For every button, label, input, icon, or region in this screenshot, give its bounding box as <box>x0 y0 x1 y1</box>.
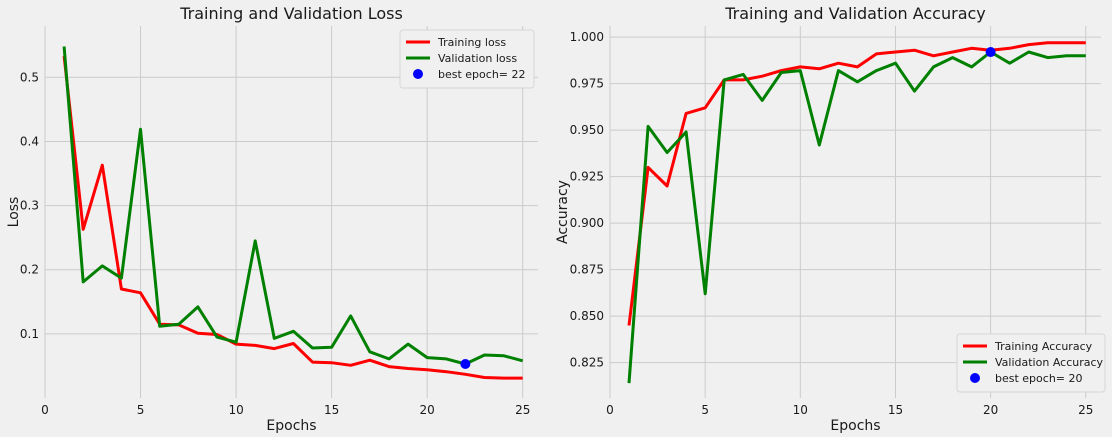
legend: Training loss Validation loss best epoch= … <box>399 29 535 89</box>
legend-label: best epoch= 22 <box>438 68 526 81</box>
y-tick-label: 0.825 <box>570 356 604 370</box>
chart-title: Training and Validation Accuracy <box>724 4 986 23</box>
x-tick-label: 25 <box>1078 403 1093 417</box>
legend-label: Training Accuracy <box>994 340 1093 353</box>
x-tick-label: 0 <box>41 403 49 417</box>
x-tick-label: 15 <box>324 403 339 417</box>
y-axis-label: Accuracy <box>555 180 571 244</box>
x-tick-label: 15 <box>888 403 903 417</box>
y-tick-label: 0.5 <box>20 70 39 84</box>
y-axis-label: Loss <box>6 197 22 228</box>
x-tick-label: 10 <box>793 403 808 417</box>
x-axis-label: Epochs <box>266 418 316 434</box>
legend-marker-swatch <box>970 373 980 383</box>
y-tick-label: 0.1 <box>20 327 39 341</box>
chart-title: Training and Validation Loss <box>179 4 403 23</box>
y-tick-label: 0.4 <box>20 134 39 148</box>
series-line-validation-loss <box>62 46 524 366</box>
legend-label: best epoch= 20 <box>995 372 1083 385</box>
x-tick-label: 20 <box>420 403 435 417</box>
legend-label: Training loss <box>437 36 506 49</box>
series-line-training-loss <box>62 55 523 380</box>
x-axis-label: Epochs <box>830 418 880 434</box>
x-tick-label: 20 <box>983 403 998 417</box>
chart-1: 0 5 10 15 20 25 0.825 0.850 0.875 0.900 0.925 0.950… <box>555 4 1106 434</box>
y-tick-label: 0.925 <box>570 170 604 184</box>
series-line-training-accuracy <box>627 41 1086 326</box>
legend-marker-swatch <box>413 69 423 79</box>
legend: Training Accuracy Validation Accuracy best… <box>956 333 1106 393</box>
x-tick-label: 5 <box>701 403 709 417</box>
y-tick-label: 0.975 <box>570 77 604 91</box>
x-tick-label: 25 <box>515 403 530 417</box>
series-line-validation-accuracy <box>627 50 1086 384</box>
y-tick-label: 0.2 <box>20 263 39 277</box>
best-epoch-marker <box>460 359 471 370</box>
best-epoch-marker <box>985 47 996 58</box>
y-tick-label: 1.000 <box>570 30 604 44</box>
x-tick-label: 0 <box>606 403 614 417</box>
x-tick-label: 10 <box>228 403 243 417</box>
legend-label: Validation Accuracy <box>995 356 1104 369</box>
chart-0: 0 5 10 15 20 25 0.1 0.2 0.3 0.4 0.5 Training and Va… <box>6 4 538 434</box>
legend-box <box>956 333 1106 393</box>
y-tick-label: 0.850 <box>570 309 604 323</box>
y-tick-label: 0.875 <box>570 263 604 277</box>
y-tick-label: 0.3 <box>20 199 39 213</box>
legend-box <box>399 29 535 89</box>
y-tick-label: 0.950 <box>570 123 604 137</box>
x-tick-label: 5 <box>137 403 145 417</box>
legend-label: Validation loss <box>438 52 517 65</box>
y-tick-label: 0.900 <box>570 216 604 230</box>
